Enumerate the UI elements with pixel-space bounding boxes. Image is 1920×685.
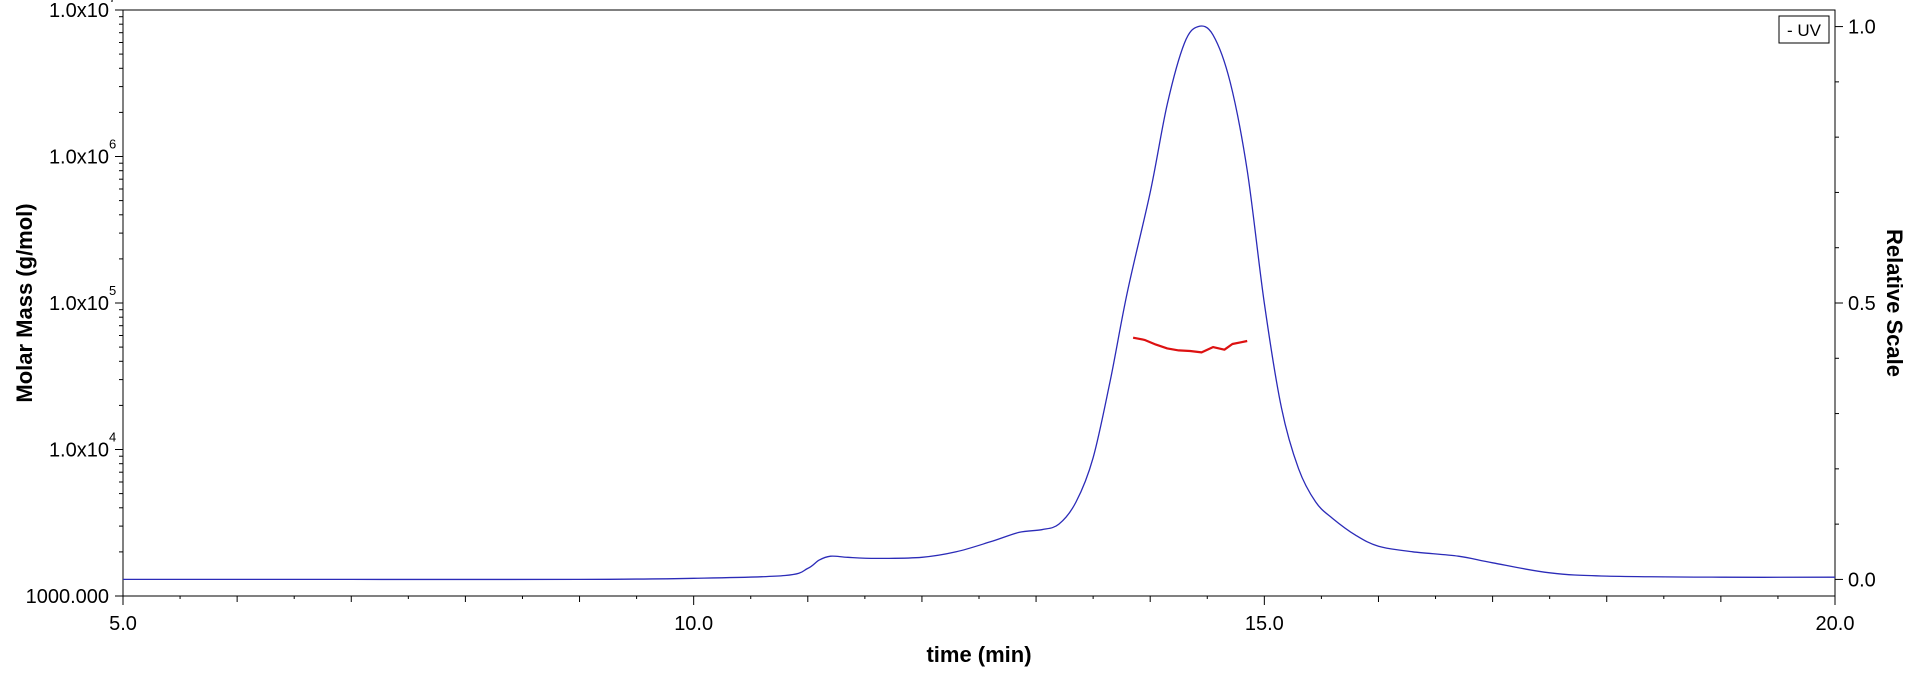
y-left-tick-label: 1000.000 [26,586,109,608]
y-axis-left-title: Molar Mass (g/mol) [12,203,37,402]
plot-frame [122,9,1836,597]
x-tick-label: 10.0 [674,613,713,635]
y-left-tick-label: 1.0x10 [49,0,109,22]
legend-box [1778,15,1830,44]
legend-entry-uv: - UV [1787,21,1822,40]
y-right-tick-label: 1.0 [1848,17,1876,39]
y-axis-right-title: Relative Scale [1882,229,1907,377]
y-axis-right: 0.0 0.5 1.0 [1835,17,1876,591]
series-layer [122,25,1836,581]
x-axis-title: time (min) [926,642,1031,667]
legend: - UV [1778,15,1830,44]
series-molar-mass-line [1132,336,1248,354]
y-right-tick-label: 0.5 [1848,293,1876,315]
y-right-tick-label: 0.0 [1848,569,1876,591]
y-left-tick-label: 1.0x10 [49,293,109,315]
x-axis: 5.0 10.0 15.0 20.0 [109,596,1854,635]
y-left-tick-exponent: 5 [109,283,116,298]
x-tick-label: 20.0 [1816,613,1855,635]
y-left-tick-label: 1.0x10 [49,440,109,462]
y-left-tick-exponent: 4 [109,430,116,445]
x-tick-label: 15.0 [1245,613,1284,635]
series-uv-line [122,25,1836,581]
y-left-tick-label: 1.0x10 [49,147,109,169]
x-tick-label: 5.0 [109,613,137,635]
y-left-tick-exponent: 7 [109,0,116,5]
y-left-tick-exponent: 6 [109,137,116,152]
